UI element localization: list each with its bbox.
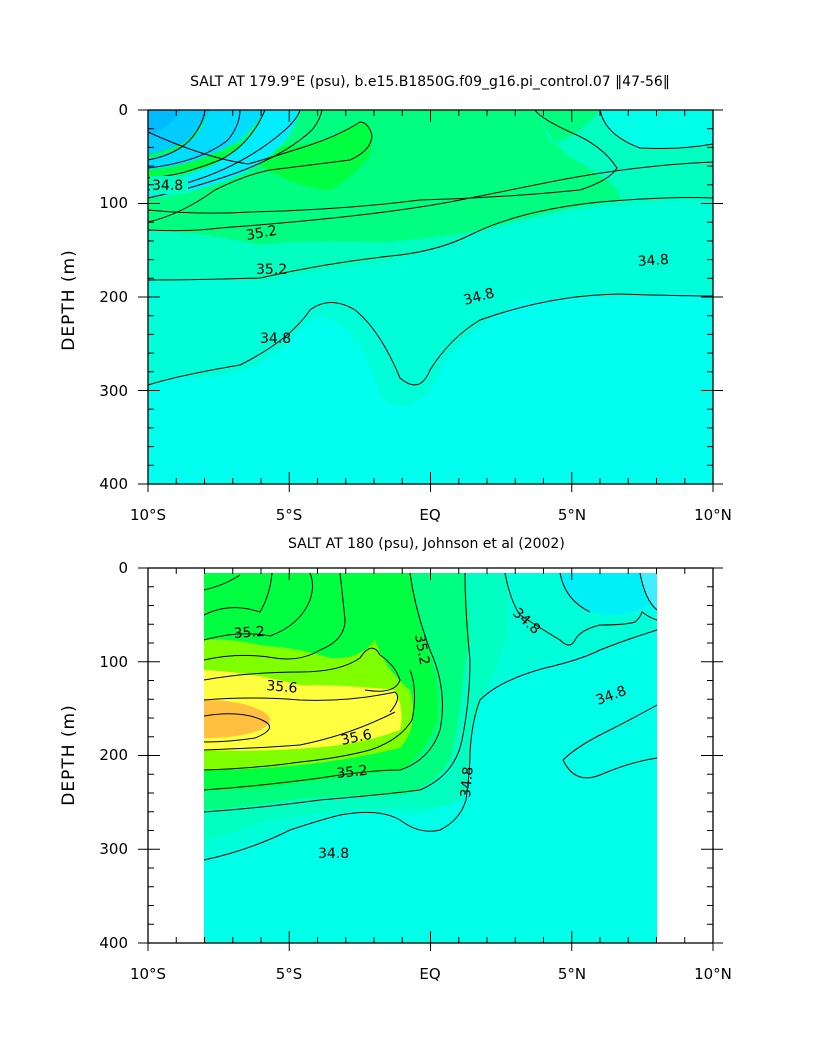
bottom-contour-17 bbox=[562, 757, 658, 779]
top-y-tick-0: 0 bbox=[118, 101, 128, 119]
top-contour-label-4: 34.8 bbox=[260, 331, 291, 347]
bottom-contour-1 bbox=[203, 574, 241, 591]
bottom-x-tick-5s: 5°S bbox=[276, 965, 303, 983]
top-ylabel: DEPTH (m) bbox=[59, 249, 79, 350]
bottom-contour-label-2: 35.6 bbox=[340, 727, 374, 749]
top-contour-label-1: 35.2 bbox=[245, 223, 278, 244]
bottom-contour-2 bbox=[203, 572, 273, 616]
top-panel: SALT AT 179.9°E (psu), b.e15.B1850G.f09_… bbox=[59, 74, 732, 524]
bottom-x-tick-labels: 10°S 5°S EQ 5°N 10°N bbox=[130, 965, 732, 983]
top-title: SALT AT 179.9°E (psu), b.e15.B1850G.f09_… bbox=[190, 74, 670, 90]
top-x-tick-5s: 5°S bbox=[276, 506, 303, 524]
bottom-y-tick-300: 300 bbox=[99, 840, 128, 858]
bottom-x-tick-eq: EQ bbox=[419, 965, 440, 983]
top-contour-10 bbox=[147, 121, 373, 223]
bottom-x-tick-10n: 10°N bbox=[694, 965, 732, 983]
top-y-tick-200: 200 bbox=[99, 288, 128, 306]
bottom-band-ne2 bbox=[560, 573, 650, 615]
top-contour-labels: 34.8 35.2 35.2 34.8 34.8 34.8 bbox=[150, 176, 669, 347]
bottom-contour-4 bbox=[203, 572, 346, 661]
bottom-contour-16 bbox=[562, 704, 658, 761]
bottom-contour-9 bbox=[203, 669, 416, 771]
bottom-contour-11 bbox=[203, 572, 471, 813]
bottom-contour-label-8: 34.8 bbox=[318, 846, 349, 862]
bottom-contour-13 bbox=[504, 572, 658, 646]
bottom-ylabel: DEPTH (m) bbox=[59, 704, 79, 805]
top-y-tick-100: 100 bbox=[99, 194, 128, 212]
top-salinity-fill bbox=[148, 110, 713, 484]
top-contour-7 bbox=[147, 161, 714, 232]
top-ticks bbox=[138, 109, 723, 492]
bottom-contour-6 bbox=[203, 691, 399, 713]
bottom-contour-label-4: 35.2 bbox=[411, 633, 432, 666]
top-band-fresher bbox=[148, 110, 180, 135]
bottom-contour-8 bbox=[203, 711, 396, 751]
bottom-y-tick-200: 200 bbox=[99, 746, 128, 764]
bottom-contours bbox=[203, 572, 658, 861]
bottom-y-tick-labels: 0 100 200 300 400 bbox=[99, 559, 128, 952]
bottom-contour-label-1: 35.6 bbox=[266, 678, 299, 697]
bottom-contour-7 bbox=[203, 713, 270, 743]
top-x-tick-eq: EQ bbox=[419, 506, 440, 524]
bottom-band-max bbox=[204, 700, 270, 738]
bottom-contour-5 bbox=[203, 647, 401, 692]
top-band-ne bbox=[600, 110, 713, 149]
top-contour-8 bbox=[147, 197, 714, 281]
top-contour-label-3: 34.8 bbox=[462, 285, 496, 309]
bottom-band-east bbox=[563, 705, 657, 777]
top-x-tick-5n: 5°N bbox=[558, 506, 586, 524]
top-x-tick-10s: 10°S bbox=[130, 506, 166, 524]
bottom-ticks bbox=[138, 567, 723, 951]
bottom-contour-3 bbox=[203, 572, 313, 641]
bottom-contour-label-7: 34.8 bbox=[458, 766, 477, 798]
bottom-title: SALT AT 180 (psu), Johnson et al (2002) bbox=[288, 536, 565, 552]
bottom-contour-label-0: 35.2 bbox=[233, 624, 265, 642]
bottom-contour-15 bbox=[639, 572, 658, 611]
bottom-y-tick-0: 0 bbox=[118, 559, 128, 577]
top-x-tick-10n: 10°N bbox=[694, 506, 732, 524]
top-y-tick-300: 300 bbox=[99, 382, 128, 400]
bottom-panel: SALT AT 180 (psu), Johnson et al (2002) … bbox=[59, 536, 732, 983]
bottom-x-tick-5n: 5°N bbox=[558, 965, 586, 983]
top-y-tick-labels: 0 100 200 300 400 bbox=[99, 101, 128, 493]
top-contour-label-0: 34.8 bbox=[152, 178, 183, 194]
top-contour-label-2: 35.2 bbox=[256, 262, 287, 278]
bottom-y-tick-400: 400 bbox=[99, 934, 128, 952]
bottom-contour-12 bbox=[203, 629, 658, 861]
top-y-tick-400: 400 bbox=[99, 475, 128, 493]
top-contour-1 bbox=[147, 109, 206, 161]
bottom-salinity-fill bbox=[204, 573, 657, 943]
top-band-deep2 bbox=[148, 292, 713, 484]
bottom-contour-label-3: 35.2 bbox=[336, 763, 369, 782]
top-contour-11 bbox=[599, 109, 714, 149]
bottom-band-low bbox=[204, 630, 657, 943]
bottom-x-tick-10s: 10°S bbox=[130, 965, 166, 983]
top-contour-2 bbox=[147, 109, 241, 169]
top-x-tick-labels: 10°S 5°S EQ 5°N 10°N bbox=[130, 506, 732, 524]
top-contour-6 bbox=[147, 109, 618, 214]
bottom-contour-14 bbox=[559, 572, 591, 613]
top-contour-9 bbox=[147, 293, 714, 386]
bottom-contour-10 bbox=[203, 572, 443, 791]
top-band-fresh2 bbox=[148, 110, 265, 170]
top-label-bg-0 bbox=[150, 176, 188, 194]
bottom-y-tick-100: 100 bbox=[99, 653, 128, 671]
bottom-band-ne3 bbox=[640, 573, 657, 610]
top-contour-label-5: 34.8 bbox=[637, 252, 669, 270]
top-contour-3 bbox=[147, 109, 266, 179]
